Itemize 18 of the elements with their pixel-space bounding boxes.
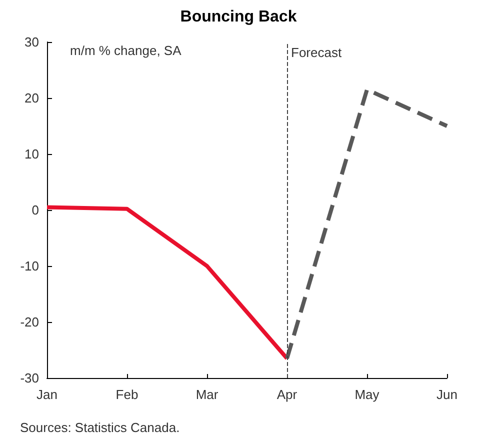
x-tick-label: May	[354, 387, 380, 402]
x-tick-label: Mar	[196, 387, 219, 402]
x-tick-label: Apr	[276, 387, 298, 402]
x-tick-label: Jan	[36, 387, 58, 402]
ref-line-label: Forecast	[291, 45, 342, 60]
x-tick-label: Jun	[436, 387, 458, 402]
y-tick-label: 0	[32, 202, 39, 218]
source-note: Sources: Statistics Canada.	[20, 420, 180, 435]
chart-title: Bouncing Back	[180, 8, 297, 26]
y-tick-label: -20	[20, 314, 39, 330]
line-series	[45, 205, 289, 360]
annotation: m/m % change, SA	[70, 43, 182, 58]
y-tick-label: 10	[24, 146, 39, 162]
y-tick-label: -30	[20, 370, 39, 386]
y-tick-label: -10	[20, 258, 39, 274]
y-tick-label: 20	[24, 90, 39, 106]
y-tick-label: 30	[24, 34, 39, 50]
x-tick-label: Feb	[116, 387, 138, 402]
